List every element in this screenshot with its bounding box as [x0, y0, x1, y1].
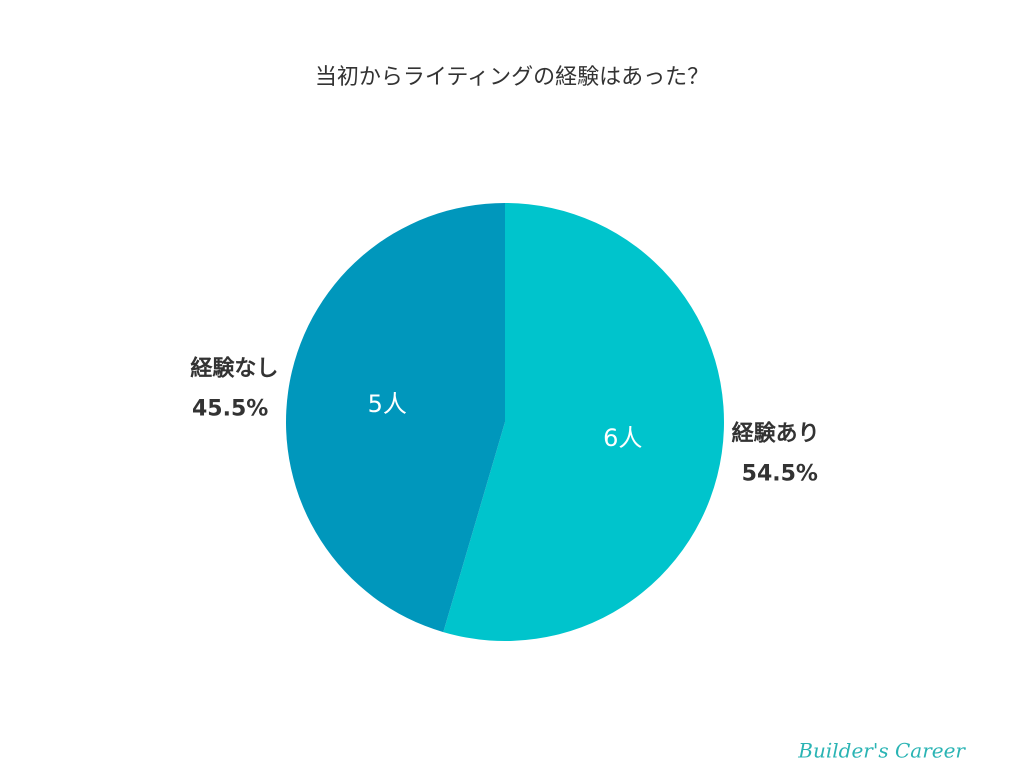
category-label: 経験なし — [190, 355, 278, 381]
value-label: 6人 — [603, 424, 642, 452]
pie-slice — [286, 203, 505, 633]
chart-title: 当初からライティングの経験はあった？ — [315, 65, 709, 90]
percent-label: 45.5% — [192, 396, 268, 421]
category-label: 経験あり — [732, 421, 820, 447]
percent-label: 54.5% — [742, 462, 818, 487]
watermark: Builder's Career — [797, 739, 966, 763]
pie-slice — [443, 203, 724, 642]
value-label: 5人 — [368, 390, 407, 418]
